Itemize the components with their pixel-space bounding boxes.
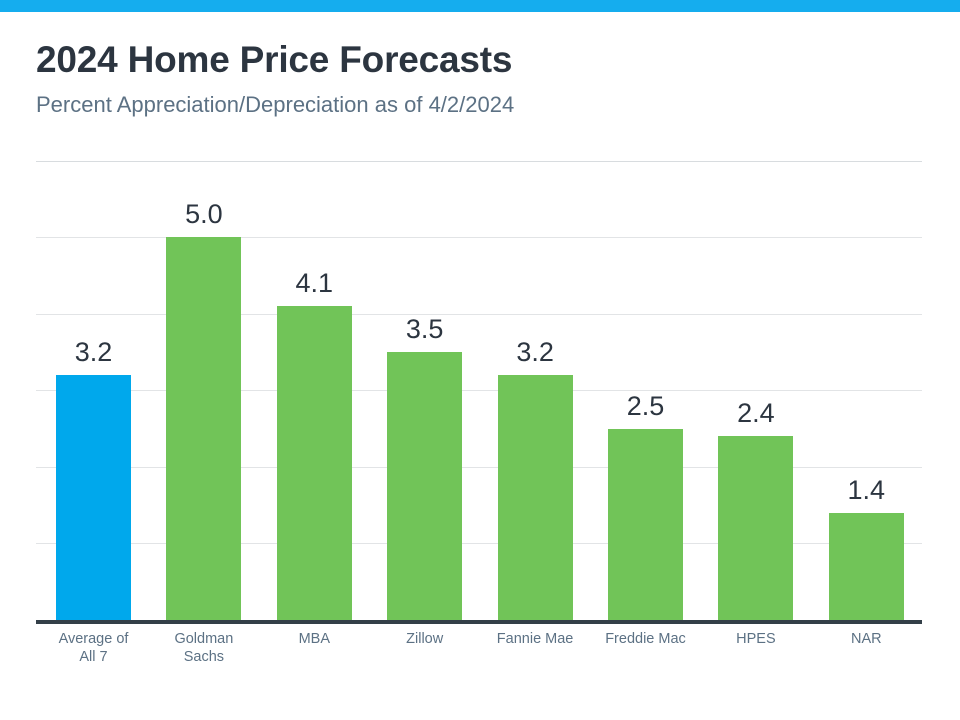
bar-value-label: 2.4 [737, 398, 775, 429]
x-axis-label-line: NAR [850, 631, 882, 647]
x-axis-label: MBA [255, 630, 374, 648]
chart-header: 2024 Home Price Forecasts Percent Apprec… [36, 38, 924, 120]
x-axis-label-line: Fannie Mae [496, 631, 574, 647]
bar-slot: 4.1 [276, 170, 352, 620]
x-axis-line [36, 620, 922, 624]
page-title: 2024 Home Price Forecasts [36, 39, 513, 80]
page-subtitle: Percent Appreciation/Depreciation as of … [36, 92, 515, 117]
x-axis-label-line: Average of [58, 631, 129, 647]
bar-slot: 2.4 [718, 170, 794, 620]
bar-value-label: 5.0 [185, 199, 223, 229]
x-axis-label: Freddie Mac [586, 630, 705, 648]
bar-value-label: 2.5 [626, 390, 665, 421]
bar[interactable] [276, 305, 352, 620]
bar-value-label: 4.1 [295, 267, 334, 298]
gridline [36, 313, 922, 315]
x-axis-label-line: MBA [298, 631, 330, 647]
x-axis-label: NAR [807, 630, 926, 648]
bar-value-label: 3.5 [405, 313, 444, 344]
bar[interactable] [497, 374, 573, 620]
bar[interactable] [387, 351, 463, 620]
bar-value-label: 1.4 [847, 474, 886, 505]
top-accent-bar [0, 0, 960, 12]
x-axis-label: Fannie Mae [476, 630, 595, 648]
x-axis-label: Average of All 7 [34, 630, 153, 666]
bar-chart-plot-area: 3.2 5.0 4.1 3.5 3.2 2.5 2.4 1.4 [36, 170, 922, 624]
header-divider [36, 161, 922, 162]
gridline [36, 237, 922, 238]
bar-slot: 3.2 [497, 170, 573, 620]
x-axis-label-line: Freddie Mac [605, 631, 686, 647]
bar[interactable] [828, 512, 904, 620]
x-axis-label-line: Sachs [183, 649, 225, 665]
x-axis-label-line: Goldman [174, 631, 234, 647]
gridline [36, 466, 922, 468]
bar-value-label: 3.2 [74, 336, 113, 367]
bar-slot: 5.0 [166, 170, 242, 620]
bar[interactable] [718, 436, 794, 620]
bar-slot: 3.5 [387, 170, 463, 620]
bar-value-label: 3.2 [516, 336, 554, 367]
bar[interactable] [608, 428, 683, 620]
x-axis-label-line: Zillow [406, 631, 444, 647]
gridline [36, 390, 922, 392]
x-axis-label: Zillow [365, 630, 484, 648]
x-axis-label: HPES [696, 630, 815, 648]
bar[interactable] [166, 237, 242, 620]
x-axis-label: Goldman Sachs [144, 630, 263, 666]
bar[interactable] [56, 374, 131, 620]
gridline [36, 543, 922, 545]
bar-slot: 3.2 [56, 170, 131, 620]
x-axis-label-line: HPES [736, 631, 776, 647]
x-axis-labels: Average of All 7 Goldman Sachs MBA Zillow Fann… [36, 630, 922, 690]
bar-slot: 2.5 [608, 170, 683, 620]
bar-slot: 1.4 [828, 170, 904, 620]
x-axis-label-line: All 7 [79, 649, 108, 665]
